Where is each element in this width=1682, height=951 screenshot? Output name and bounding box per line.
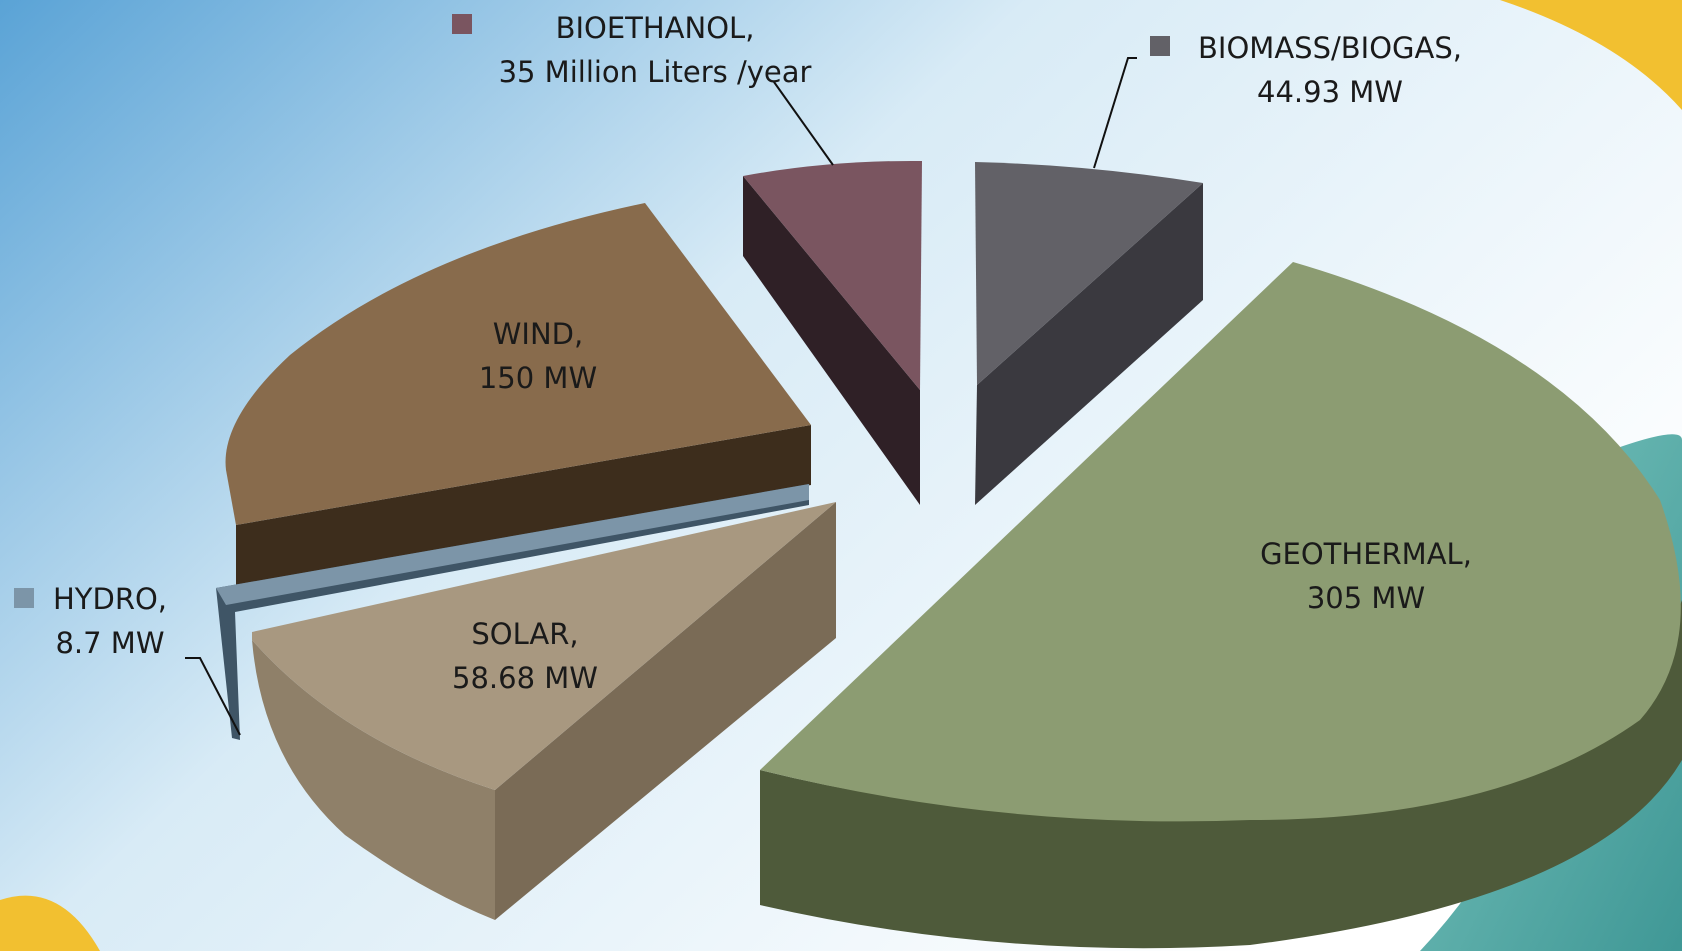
label-solar-value: 58.68 MW — [452, 661, 598, 695]
label-hydro-value: 8.7 MW — [55, 626, 165, 660]
label-solar: SOLAR, 58.68 MW — [410, 612, 640, 700]
pie-slice-bioethanol — [743, 160, 922, 505]
label-bioethanol: BIOETHANOL, 35 Million Liters /year — [460, 6, 850, 94]
label-wind-name: WIND, — [492, 317, 584, 351]
label-bioethanol-name: BIOETHANOL, — [555, 11, 755, 45]
legend-key-biomass — [1150, 36, 1170, 56]
label-hydro-name: HYDRO, — [52, 582, 168, 616]
label-solar-name: SOLAR, — [471, 617, 579, 651]
leader-line-hydro — [185, 657, 241, 736]
pie-slice-geothermal — [760, 262, 1682, 949]
pie-slice-hydro — [216, 484, 809, 740]
leader-line-bioethanol — [773, 81, 834, 166]
corner-swoosh-left — [0, 895, 100, 951]
label-geothermal-value: 305 MW — [1306, 581, 1426, 615]
pie-slice-biomass — [975, 162, 1203, 505]
pie-slice-solar — [252, 502, 836, 920]
label-wind: WIND, 150 MW — [420, 312, 656, 400]
label-geothermal: GEOTHERMAL, 305 MW — [1210, 532, 1522, 620]
label-biomass-name: BIOMASS/BIOGAS, — [1198, 31, 1462, 65]
leader-line-biomass — [1093, 57, 1137, 169]
legend-key-bioethanol — [452, 14, 472, 34]
legend-key-hydro — [14, 588, 34, 608]
label-geothermal-name: GEOTHERMAL, — [1260, 537, 1472, 571]
corner-swoosh-top — [1500, 0, 1682, 110]
label-biomass: BIOMASS/BIOGAS, 44.93 MW — [1170, 26, 1490, 114]
label-bioethanol-value: 35 Million Liters /year — [498, 55, 812, 89]
label-biomass-value: 44.93 MW — [1257, 75, 1403, 109]
pie-slice-wind — [225, 203, 811, 585]
label-hydro: HYDRO, 8.7 MW — [30, 577, 190, 665]
label-wind-value: 150 MW — [478, 361, 598, 395]
